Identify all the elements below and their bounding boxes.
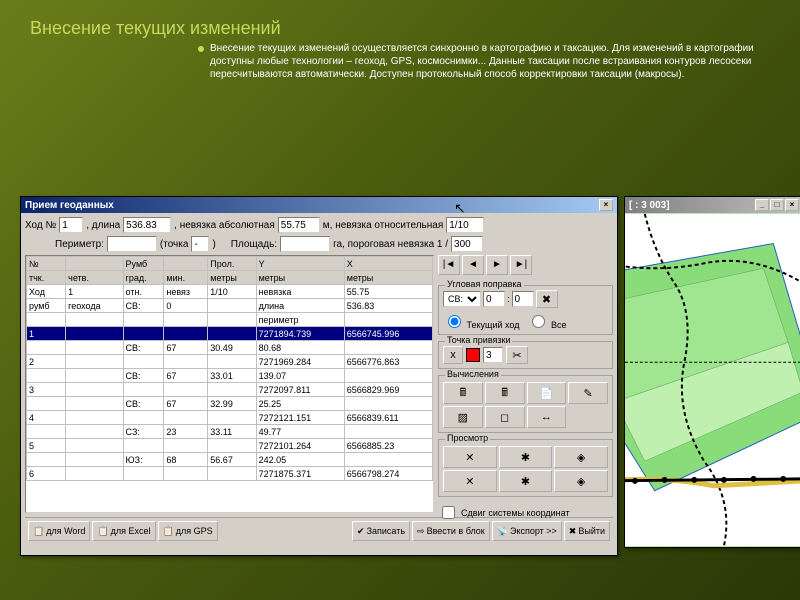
table-row[interactable]: СВ:6732.9925.25 [27,397,433,411]
hod-no-label: Ход № [25,220,56,231]
angle-deg-input[interactable] [483,291,505,307]
nevyazka-abs-input[interactable] [278,217,320,233]
x-button[interactable]: x [443,346,463,364]
word-button[interactable]: 📋 для Word [28,521,90,541]
tochka-close-label: ) [212,239,215,250]
sep-colon: : [507,294,510,304]
slide-title: Внесение текущих изменений [30,18,281,39]
slide-description: Внесение текущих изменений осуществляетс… [210,42,780,81]
exit-button[interactable]: ✖ Выйти [564,521,610,541]
close-button[interactable]: × [785,199,799,211]
gps-button[interactable]: 📋 для GPS [158,521,218,541]
table-row[interactable]: СЗ:2333.1149.77 [27,425,433,439]
table-row[interactable]: периметр [27,313,433,327]
direction-select[interactable]: СВ: [443,291,481,307]
map-window: [ : 3 003] _ □ × [624,196,800,548]
tochka-input[interactable] [191,236,209,252]
table-row[interactable]: 47272121.1516566839.611 [27,411,433,425]
calculations-label: Вычисления [445,369,501,379]
table-row[interactable]: ЮЗ:6856.67242.05 [27,453,433,467]
calc-btn-7[interactable]: ↔ [527,406,567,428]
table-row[interactable]: румбгеоходаСВ:0длина536.83 [27,299,433,313]
table-row[interactable]: Ход1отн.невяз1/10невязка55.75 [27,285,433,299]
nevyazka-abs-label: , невязка абсолютная [174,220,275,231]
geodata-dialog: Прием геоданных × Ход № , длина , невязк… [20,196,618,556]
view-btn-4[interactable]: ✕ [443,470,497,492]
dialog-close-button[interactable]: × [599,199,613,211]
calc-btn-1[interactable]: 🖩 [443,382,483,404]
radio-all[interactable]: Все [527,312,566,330]
calc-btn-4[interactable]: ✎ [568,382,608,404]
anchor-point-group: Точка привязки x ✂ [438,341,613,369]
save-button[interactable]: ✔ Записать [352,521,410,541]
view-btn-5[interactable]: ✱ [499,470,553,492]
view-group: Просмотр ✕ ✱ ◈ ✕ ✱ ◈ [438,439,613,497]
tochka-open-label: (точка [160,239,189,250]
ploshad-input[interactable] [280,236,330,252]
anchor-point-label: Точка привязки [445,335,512,345]
m-label: м, невязка относительная [323,220,443,231]
nav-prev-button[interactable]: ◄ [462,255,484,275]
perimetr-input[interactable] [107,236,157,252]
nav-first-button[interactable]: |◄ [438,255,460,275]
map-canvas[interactable] [625,213,800,547]
table-row[interactable]: 67271875.3716566798.274 [27,467,433,481]
geodata-table[interactable]: №РумбПрол.YXтчк.четв.град.мин.метрыметры… [25,255,434,513]
color-swatch[interactable] [466,348,480,362]
ga-label: га, пороговая невязка 1 / [333,239,448,250]
calc-btn-5[interactable]: ▨ [443,406,483,428]
nevyazka-rel-input[interactable] [446,217,484,233]
ploshad-label: Площадь: [231,239,277,250]
export-button[interactable]: 📡 Экспорт >> [492,521,562,541]
view-btn-2[interactable]: ✱ [499,446,553,468]
dialog-title: Прием геоданных [25,200,114,211]
bullet-icon [198,46,204,52]
table-row[interactable]: 57272101.2646566885.23 [27,439,433,453]
calc-btn-2[interactable]: 🖩 [485,382,525,404]
table-row[interactable]: СВ:6730.4980.68 [27,341,433,355]
table-row[interactable]: 17271894.7396566745.996 [27,327,433,341]
pick-point-button[interactable]: ✂ [506,346,528,364]
dlina-input[interactable] [123,217,171,233]
dialog-titlebar[interactable]: Прием геоданных × [21,197,617,213]
calculations-group: Вычисления 🖩 🖩 📄 ✎ ▨ ◻ ↔ [438,375,613,433]
angle-correction-label: Угловая поправка [445,279,524,289]
map-window-title: [ : 3 003] [629,200,670,211]
view-btn-1[interactable]: ✕ [443,446,497,468]
apply-angle-button[interactable]: ✖ [536,290,558,308]
insert-block-button[interactable]: ⇨ Ввести в блок [412,521,490,541]
porog-input[interactable] [451,236,483,252]
angle-min-input[interactable] [512,291,534,307]
point-num-input[interactable] [483,347,503,363]
nav-next-button[interactable]: ► [486,255,508,275]
map-titlebar[interactable]: [ : 3 003] _ □ × [625,197,800,213]
view-btn-3[interactable]: ◈ [554,446,608,468]
view-label: Просмотр [445,433,490,443]
calc-btn-3[interactable]: 📄 [527,382,567,404]
excel-button[interactable]: 📋 для Excel [92,521,155,541]
radio-current[interactable]: Текущий ход [443,312,519,330]
view-btn-6[interactable]: ◈ [554,470,608,492]
table-row[interactable]: СВ:6733.01139.07 [27,369,433,383]
perimetr-label: Периметр: [55,239,104,250]
table-row[interactable]: 27271969.2846566776.863 [27,355,433,369]
nav-last-button[interactable]: ►| [510,255,532,275]
minimize-button[interactable]: _ [755,199,769,211]
hod-no-input[interactable] [59,217,83,233]
calc-btn-6[interactable]: ◻ [485,406,525,428]
table-row[interactable]: 37272097.8116566829.969 [27,383,433,397]
maximize-button[interactable]: □ [770,199,784,211]
shift-coords-checkbox[interactable]: Сдвиг системы координат [438,503,613,522]
dlina-label: , длина [86,220,120,231]
angle-correction-group: Угловая поправка СВ: : ✖ Текущий ход Все [438,285,613,335]
